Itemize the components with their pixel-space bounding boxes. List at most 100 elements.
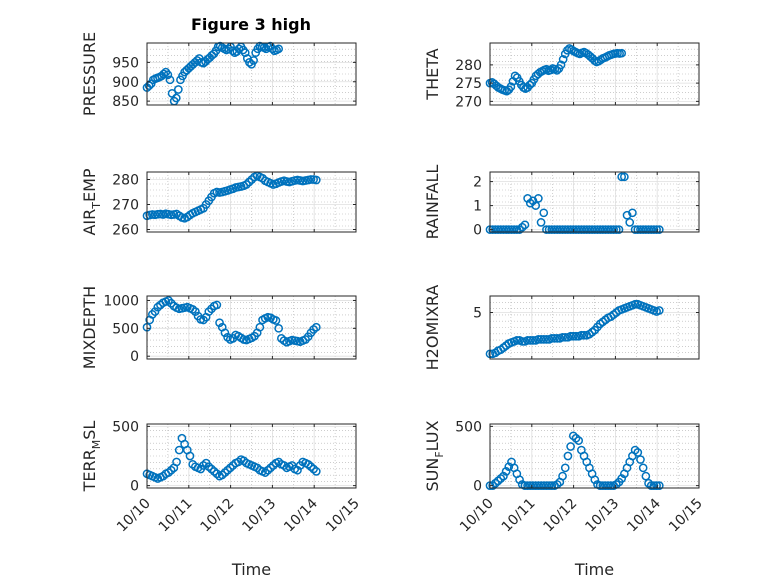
data-point bbox=[558, 332, 567, 342]
data-point bbox=[654, 225, 664, 234]
data-point bbox=[523, 336, 532, 345]
data-point bbox=[539, 335, 549, 344]
data-point bbox=[601, 481, 610, 490]
data-point bbox=[571, 331, 581, 341]
y-tick-label: 850 bbox=[112, 94, 139, 110]
subplot-1: 850 900 950 PRESSURE bbox=[80, 32, 357, 116]
data-point bbox=[544, 225, 554, 234]
data-point bbox=[274, 44, 284, 54]
y-tick-label: 0 bbox=[130, 479, 139, 495]
data-point bbox=[165, 75, 175, 85]
data-point bbox=[274, 323, 284, 333]
axes-box bbox=[146, 42, 357, 106]
data-point bbox=[579, 330, 589, 340]
data-point bbox=[271, 316, 281, 325]
data-point bbox=[507, 225, 516, 234]
data-point bbox=[534, 481, 543, 490]
y-tick-label: 280 bbox=[455, 58, 482, 74]
axes-box bbox=[489, 295, 700, 360]
data-point bbox=[577, 225, 586, 234]
data-point bbox=[595, 225, 605, 234]
data-point bbox=[311, 175, 321, 185]
data-point bbox=[172, 457, 181, 467]
data-point bbox=[525, 80, 535, 90]
data-point bbox=[174, 445, 184, 455]
data-point bbox=[577, 330, 586, 340]
data-point bbox=[163, 70, 173, 80]
data-point bbox=[311, 467, 321, 476]
data-point bbox=[582, 225, 592, 234]
data-point bbox=[617, 172, 627, 182]
data-point bbox=[499, 471, 508, 481]
data-point bbox=[528, 481, 538, 490]
data-point bbox=[510, 71, 520, 81]
y-tick-label: 280 bbox=[112, 173, 139, 189]
data-point bbox=[509, 225, 519, 234]
data-point bbox=[534, 194, 543, 203]
data-point bbox=[215, 318, 224, 328]
data-point bbox=[574, 225, 584, 234]
data-point bbox=[542, 225, 551, 234]
subplot-4: 0 1 2 RAINFALL bbox=[423, 165, 700, 240]
y-tick-label: 5 bbox=[473, 306, 482, 322]
data-point bbox=[646, 225, 656, 234]
y-tick-label: 0 bbox=[473, 479, 482, 495]
data-point bbox=[646, 481, 656, 490]
y-tick-label: 950 bbox=[112, 55, 139, 71]
data-point bbox=[512, 225, 522, 234]
data-point bbox=[547, 225, 557, 234]
data-point bbox=[566, 331, 575, 341]
data-point bbox=[590, 225, 600, 234]
axes-box bbox=[146, 295, 357, 360]
data-point bbox=[174, 85, 183, 94]
data-point bbox=[525, 481, 535, 490]
x-axis-label: Time bbox=[574, 560, 614, 579]
y-tick-label: 270 bbox=[112, 198, 139, 214]
data-point bbox=[560, 225, 570, 234]
y-tick-label: 500 bbox=[112, 321, 139, 337]
data-point bbox=[504, 462, 514, 472]
y-tick-label: 275 bbox=[455, 76, 482, 92]
data-point bbox=[523, 481, 532, 490]
data-point bbox=[628, 208, 637, 218]
data-point bbox=[630, 299, 640, 309]
data-point bbox=[587, 225, 597, 234]
axes-box bbox=[489, 42, 700, 106]
data-point bbox=[562, 45, 572, 55]
data-point bbox=[520, 481, 530, 490]
y-axis-label: RAINFALL bbox=[423, 165, 442, 240]
data-point bbox=[245, 58, 254, 67]
x-axis-label: Time bbox=[231, 560, 271, 579]
data-point bbox=[560, 463, 570, 473]
y-tick-label: 270 bbox=[455, 94, 482, 110]
data-point bbox=[638, 463, 648, 473]
data-point bbox=[504, 225, 514, 234]
data-point bbox=[598, 225, 608, 234]
data-point bbox=[606, 225, 616, 234]
data-point bbox=[536, 335, 546, 344]
subplot-3: 260 270 280 AIRTEMP bbox=[80, 168, 357, 239]
data-point bbox=[620, 172, 629, 182]
data-point bbox=[517, 337, 527, 346]
data-point bbox=[542, 335, 551, 344]
data-point bbox=[595, 481, 605, 490]
data-point bbox=[630, 225, 640, 234]
y-tick-label: 1000 bbox=[103, 293, 139, 309]
data-point bbox=[574, 436, 584, 445]
data-point bbox=[617, 474, 627, 483]
data-point bbox=[531, 201, 541, 210]
axes-box bbox=[489, 423, 700, 489]
data-point bbox=[633, 225, 643, 234]
data-point bbox=[585, 225, 594, 234]
data-point bbox=[568, 225, 578, 234]
y-tick-label: 500 bbox=[112, 419, 139, 435]
y-axis-label: AIRTEMP bbox=[80, 168, 103, 235]
data-point bbox=[306, 175, 316, 184]
data-point bbox=[520, 220, 530, 230]
data-point bbox=[159, 69, 169, 79]
data-point bbox=[579, 225, 589, 234]
data-point bbox=[593, 225, 602, 234]
data-point bbox=[611, 225, 621, 234]
data-point bbox=[488, 225, 498, 234]
subplot-2: 270 275 280 THETA bbox=[423, 42, 700, 110]
